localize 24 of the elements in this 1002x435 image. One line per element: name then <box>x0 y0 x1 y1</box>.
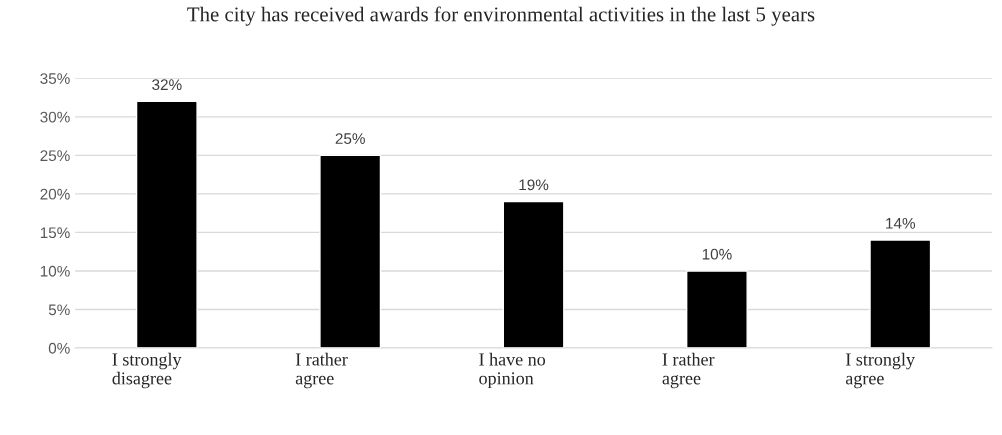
x-tick-label: I strongly disagree <box>112 352 182 389</box>
y-tick-label: 25% <box>40 150 70 162</box>
x-tick-label: I rather agree <box>662 352 715 389</box>
x-tick-label: I have no opinion <box>479 352 546 389</box>
x-tick-label: I rather agree <box>295 352 348 389</box>
data-label: 14% <box>886 218 916 229</box>
y-tick-label: 15% <box>40 227 70 239</box>
bar <box>869 239 932 348</box>
data-label: 10% <box>702 248 732 260</box>
bar <box>319 154 382 348</box>
bar <box>502 200 565 348</box>
bar <box>135 100 198 348</box>
data-label: 19% <box>519 179 549 191</box>
x-tick-label: I strongly agree <box>845 352 915 389</box>
y-tick-label: 0% <box>48 342 70 354</box>
y-tick-label: 20% <box>40 188 70 200</box>
data-label: 25% <box>335 133 365 144</box>
bar <box>685 270 748 348</box>
y-tick-label: 35% <box>40 73 70 84</box>
y-tick-label: 5% <box>48 304 70 316</box>
y-tick-label: 10% <box>40 265 70 277</box>
y-tick-label: 30% <box>40 111 70 123</box>
data-label: 32% <box>152 79 182 91</box>
chart-title: The city has received awards for environmental activities in the last 5 years <box>187 6 815 26</box>
